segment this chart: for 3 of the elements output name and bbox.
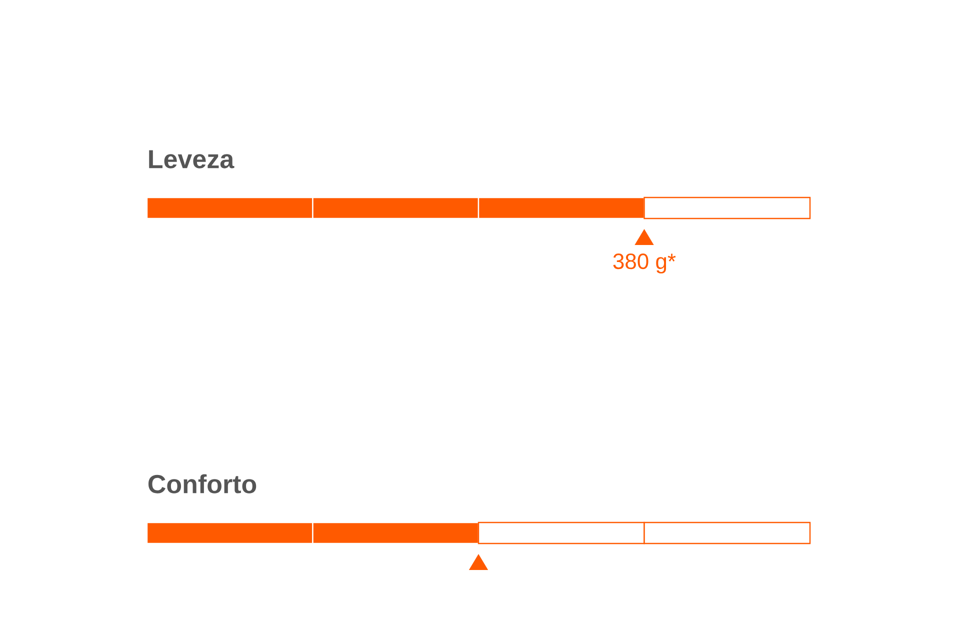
text: 380 g* — [613, 254, 676, 274]
chart-title: Leveza — [149, 150, 234, 168]
chart-title: Conforto — [148, 474, 256, 494]
